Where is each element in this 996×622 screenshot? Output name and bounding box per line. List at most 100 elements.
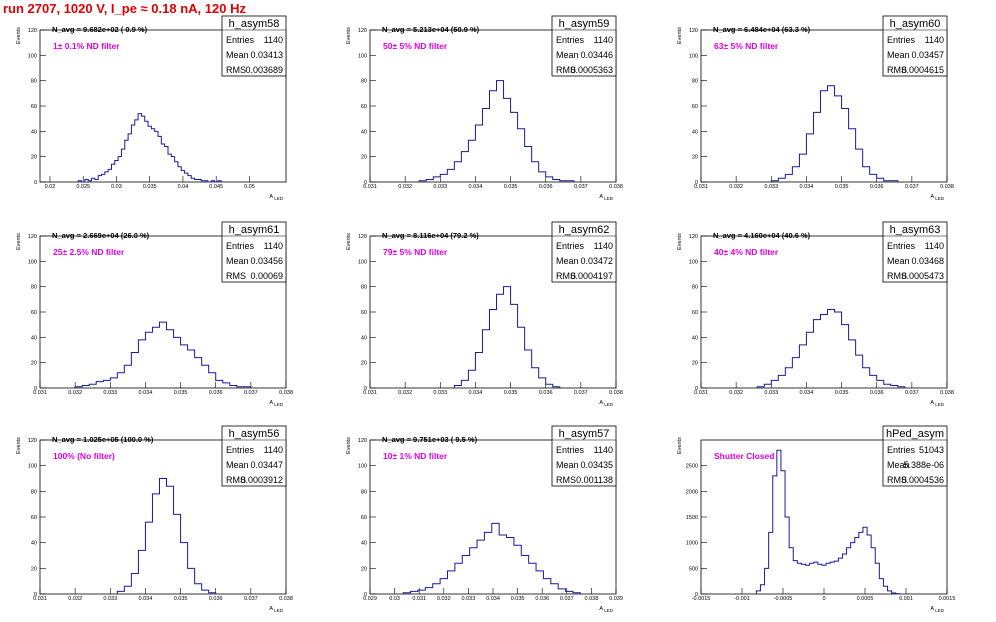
stats-label: Mean bbox=[887, 256, 910, 266]
y-tick-label: 60 bbox=[361, 310, 367, 316]
x-tick-label: 0.033 bbox=[433, 390, 447, 396]
filter-label: 40± 4% ND filter bbox=[714, 247, 779, 257]
n-avg-label: N_avg = 8.116e+04 (79.2 %) bbox=[382, 231, 479, 240]
x-tick-label: 0.031 bbox=[694, 390, 708, 396]
y-tick-label: 40 bbox=[692, 129, 698, 135]
filter-label: Shutter Closed bbox=[714, 451, 774, 461]
y-axis-title: Events bbox=[16, 437, 22, 454]
x-tick-label: 0.036 bbox=[209, 596, 223, 602]
x-tick-label: 0.032 bbox=[398, 184, 412, 190]
y-tick-label: 60 bbox=[692, 104, 698, 110]
x-tick-label: 0.032 bbox=[729, 184, 743, 190]
histogram-series bbox=[402, 522, 581, 594]
x-tick-label: 0.02 bbox=[45, 184, 56, 190]
x-tick-label: 0.039 bbox=[609, 596, 623, 602]
y-tick-label: 20 bbox=[31, 566, 37, 572]
y-axis-title: Events bbox=[16, 233, 22, 250]
x-tick-label: 0.0005 bbox=[857, 596, 874, 602]
x-tick-label: 0.033 bbox=[462, 596, 476, 602]
x-tick-label: 0.05 bbox=[244, 184, 255, 190]
y-tick-label: 0 bbox=[34, 592, 37, 598]
stats-value: 1140 bbox=[925, 35, 944, 45]
y-tick-label: 20 bbox=[31, 155, 37, 161]
y-tick-label: 500 bbox=[689, 566, 698, 572]
stats-label: RMS bbox=[226, 271, 246, 281]
y-tick-label: 100 bbox=[358, 53, 367, 59]
y-tick-label: 20 bbox=[361, 566, 367, 572]
stats-box bbox=[551, 425, 617, 487]
stats-box bbox=[221, 425, 287, 487]
x-tick-label: 0.034 bbox=[800, 390, 814, 396]
x-tick-label: 0.0015 bbox=[939, 596, 956, 602]
x-tick-label: 0.025 bbox=[76, 184, 90, 190]
x-tick-label: 0.035 bbox=[174, 390, 188, 396]
filter-label: 10± 1% ND filter bbox=[383, 451, 448, 461]
stats-value: 1140 bbox=[264, 241, 283, 251]
x-tick-label: 0.034 bbox=[486, 596, 500, 602]
stats-value: 51043 bbox=[919, 445, 944, 455]
x-tick-label: 0.037 bbox=[905, 390, 919, 396]
x-tick-label: 0.033 bbox=[103, 596, 117, 602]
histogram-name: h_asym56 bbox=[229, 428, 280, 440]
x-tick-label: 0.038 bbox=[940, 184, 954, 190]
stats-box bbox=[221, 221, 287, 283]
stats-label: Mean bbox=[226, 50, 249, 60]
x-axis-title: A LED bbox=[599, 606, 613, 613]
histogram-name: h_asym60 bbox=[890, 18, 941, 30]
histogram-panel-hPed_asym: 0 500 1000 1500 2000 2500 -0.0015 -0.001 -0.0005… bbox=[677, 425, 956, 613]
y-tick-label: 40 bbox=[692, 335, 698, 341]
x-tick-label: 0.031 bbox=[363, 184, 377, 190]
stats-label: Mean bbox=[226, 256, 249, 266]
y-tick-label: 80 bbox=[31, 79, 37, 85]
stats-box bbox=[221, 15, 287, 77]
stats-value: 1140 bbox=[594, 445, 613, 455]
y-axis-title: Events bbox=[346, 233, 352, 250]
stats-label: RMS bbox=[556, 65, 576, 75]
stats-value: 0.0004197 bbox=[570, 271, 613, 281]
stats-value: 0.003689 bbox=[245, 65, 283, 75]
stats-label: RMS bbox=[887, 475, 907, 485]
y-tick-label: 40 bbox=[31, 335, 37, 341]
stats-label: RMS bbox=[556, 271, 576, 281]
y-tick-label: 80 bbox=[361, 285, 367, 291]
y-tick-label: 80 bbox=[361, 79, 367, 85]
x-axis-title: A LED bbox=[269, 606, 283, 613]
x-tick-label: 0.032 bbox=[68, 390, 82, 396]
y-tick-label: 0 bbox=[364, 386, 367, 392]
y-axis-title: Events bbox=[346, 437, 352, 454]
stats-label: Mean bbox=[556, 256, 579, 266]
stats-value: 1140 bbox=[925, 241, 944, 251]
n-avg-label: N_avg = 2.669e+04 (26.0 %) bbox=[52, 231, 150, 240]
x-axis-title: A LED bbox=[930, 400, 944, 407]
x-tick-label: 0.037 bbox=[244, 596, 258, 602]
y-tick-label: 40 bbox=[31, 129, 37, 135]
stats-value: 0.0004536 bbox=[901, 475, 944, 485]
x-tick-label: 0.038 bbox=[609, 184, 623, 190]
x-tick-label: 0.036 bbox=[209, 390, 223, 396]
x-tick-label: 0.04 bbox=[178, 184, 189, 190]
histogram-series bbox=[116, 478, 217, 594]
y-tick-label: 0 bbox=[695, 592, 698, 598]
stats-label: Entries bbox=[887, 35, 916, 45]
y-tick-label: 0 bbox=[695, 386, 698, 392]
x-tick-label: 0.03 bbox=[389, 596, 400, 602]
x-tick-label: 0.032 bbox=[398, 390, 412, 396]
x-tick-label: 0.033 bbox=[433, 184, 447, 190]
stats-label: Entries bbox=[887, 241, 916, 251]
histogram-panel-h_asym63: 0 20 40 60 80 100 120 0.031 0.032 0.033 0.034 0.035… bbox=[677, 221, 954, 407]
x-tick-label: 0.033 bbox=[764, 390, 778, 396]
histogram-name: h_asym62 bbox=[559, 224, 610, 236]
stats-value: 0.03472 bbox=[580, 256, 613, 266]
stats-label: RMS bbox=[887, 271, 907, 281]
y-tick-label: 40 bbox=[361, 335, 367, 341]
n-avg-label: N_avg = 4.160e+04 (40.6 %) bbox=[713, 231, 811, 240]
stats-value: 0.0005473 bbox=[901, 271, 944, 281]
y-tick-label: 80 bbox=[361, 489, 367, 495]
stats-value: 0.03447 bbox=[250, 460, 283, 470]
filter-label: 63± 5% ND filter bbox=[714, 41, 779, 51]
x-tick-label: 0.038 bbox=[279, 390, 293, 396]
stats-label: RMS bbox=[226, 65, 246, 75]
y-tick-label: 0 bbox=[364, 180, 367, 186]
x-tick-label: 0.037 bbox=[574, 390, 588, 396]
